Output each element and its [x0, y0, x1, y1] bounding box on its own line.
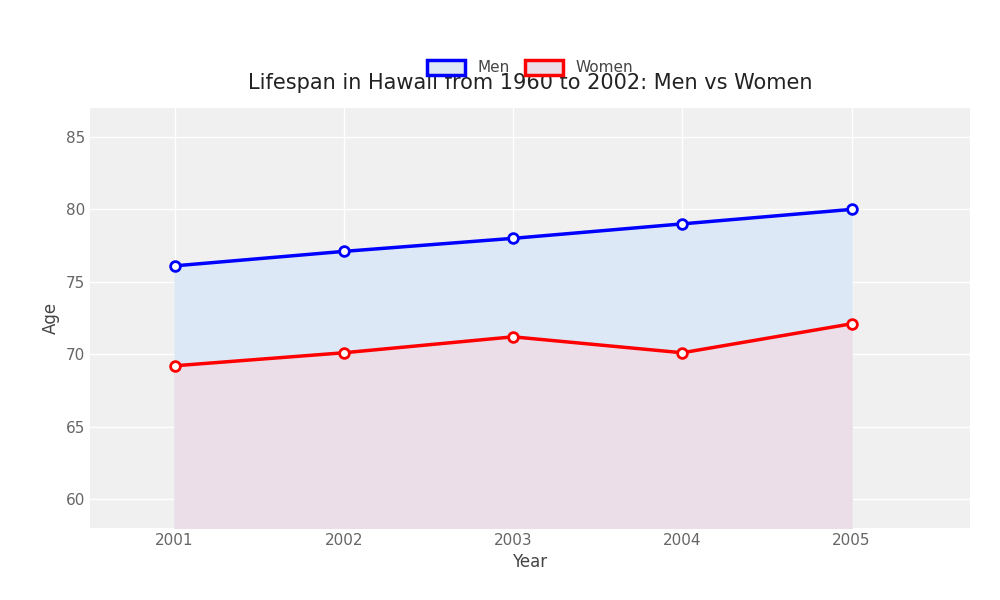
- Y-axis label: Age: Age: [42, 302, 60, 334]
- Legend: Men, Women: Men, Women: [421, 53, 639, 82]
- X-axis label: Year: Year: [512, 553, 548, 571]
- Title: Lifespan in Hawaii from 1960 to 2002: Men vs Women: Lifespan in Hawaii from 1960 to 2002: Me…: [248, 73, 812, 92]
